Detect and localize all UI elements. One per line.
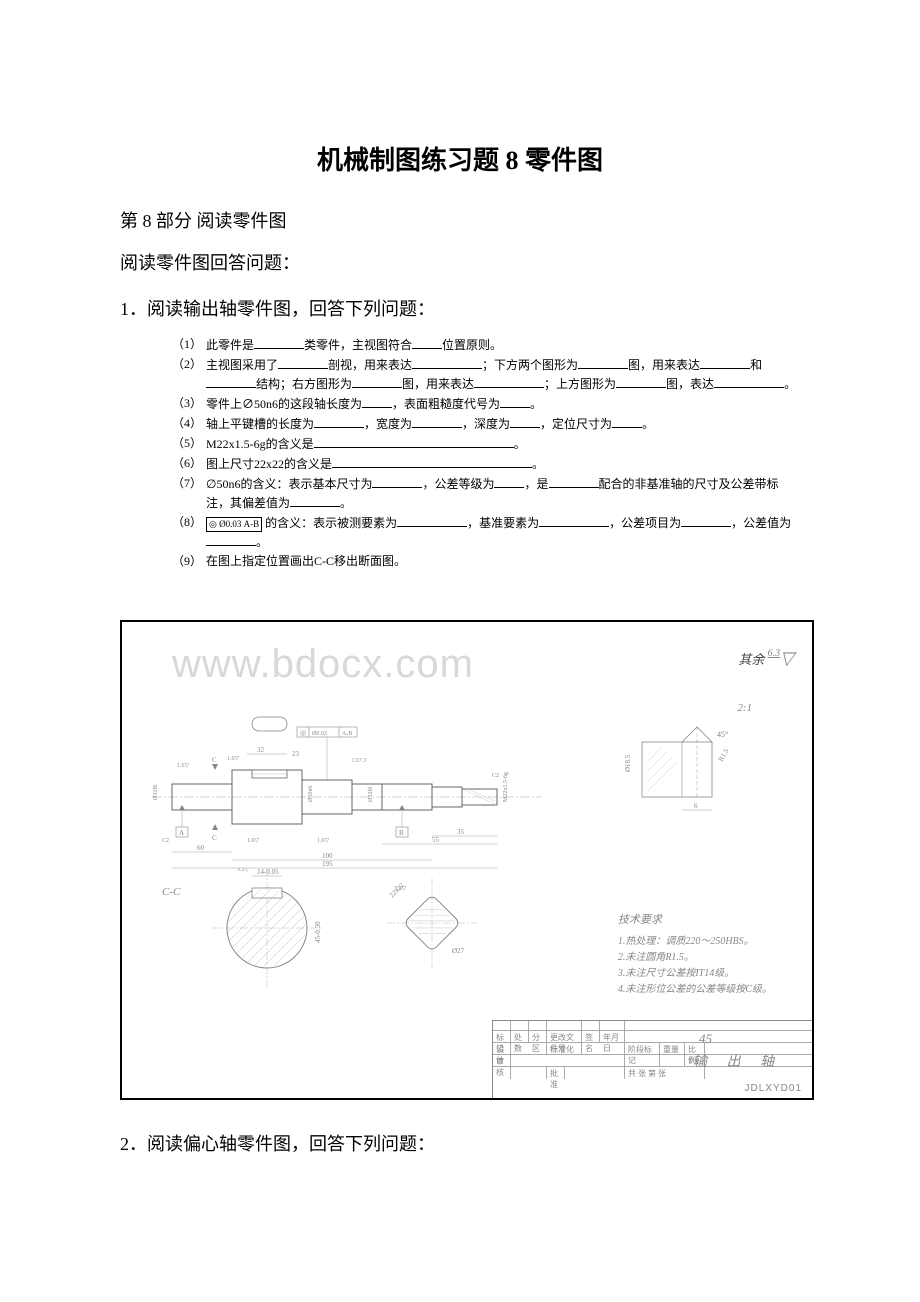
tech-req-item: 1.热处理：调质220～250HBS。 (618, 934, 772, 950)
svg-text:3.2▽: 3.2▽ (237, 868, 250, 873)
q-text: 在图上指定位置画出C-C移出断面图。 (206, 552, 800, 570)
q-text: ∅50n6的含义：表示基本尺寸为，公差等级为，是配合的非基准轴的尺寸及公差带标注… (206, 474, 800, 512)
q-num: （5） (172, 434, 206, 453)
q-text: 此零件是类零件，主视图符合位置原则。 (206, 335, 800, 354)
svg-text:6: 6 (694, 802, 698, 810)
title-block: 标记 处数 分区 更改文件号 签名 年月日 设计 标准化 阶段标记 重量 比例 … (492, 1020, 812, 1098)
part-name: 输 出 轴 (693, 1051, 782, 1071)
svg-text:1.6▽: 1.6▽ (177, 763, 190, 769)
svg-text:◎: ◎ (300, 729, 306, 737)
tech-req-item: 3.未注尺寸公差按IT14级。 (618, 966, 772, 982)
q-text: 图上尺寸22x22的含义是。 (206, 454, 800, 473)
svg-text:Ø18.5: Ø18.5 (624, 754, 632, 772)
question-item: （1） 此零件是类零件，主视图符合位置原则。 (172, 335, 800, 354)
dim-195: 195 (322, 860, 333, 868)
q-text: 主视图采用了剖视，用来表达；下方两个图形为图，用来表达和结构；右方图形为图，用来… (206, 355, 800, 393)
svg-text:A-B: A-B (342, 731, 352, 737)
svg-text:Ø27: Ø27 (452, 947, 465, 955)
engineering-drawing: www.bdocx.com 其余 6.3▽ 2:1 (120, 620, 814, 1100)
drawing-number: JDLXYD01 (745, 1083, 802, 1094)
question-item: （3） 零件上∅50n6的这段轴长度为，表面粗糙度代号为。 (172, 394, 800, 413)
question-1-header: 1．阅读输出轴零件图，回答下列问题： (120, 295, 800, 321)
svg-text:Ø0.03: Ø0.03 (312, 731, 327, 737)
main-shaft-view: ◎ Ø0.03 A-B A B 60 100 (152, 712, 542, 872)
q-text: 零件上∅50n6的这段轴长度为，表面粗糙度代号为。 (206, 394, 800, 413)
svg-text:B: B (399, 829, 404, 837)
question-item: （6） 图上尺寸22x22的含义是。 (172, 454, 800, 473)
section-header: 第 8 部分 阅读零件图 (120, 207, 800, 233)
svg-text:M22x1.5-6g: M22x1.5-6g (503, 772, 509, 802)
svg-text:C2: C2 (162, 838, 169, 844)
tech-req-item: 2.未注圆角R1.5。 (618, 950, 772, 966)
svg-text:1.6▽: 1.6▽ (227, 756, 240, 762)
material: 45 (699, 1031, 712, 1047)
question-item: （8） ◎ Ø0.03 A-B 的含义：表示被测要素为，基准要素为，公差项目为，… (172, 513, 800, 551)
surface-finish-default: 其余 6.3▽ (738, 648, 794, 669)
question-item: （5） M22x1.5-6g的含义是。 (172, 434, 800, 453)
svg-text:R1.5: R1.5 (717, 747, 731, 763)
svg-text:1.6▽: 1.6▽ (247, 838, 260, 844)
q-num: （8） (172, 513, 206, 551)
svg-text:45-0.30: 45-0.30 (314, 921, 322, 943)
dim-100: 100 (322, 852, 333, 860)
question-item: （7） ∅50n6的含义：表示基本尺寸为，公差等级为，是配合的非基准轴的尺寸及公… (172, 474, 800, 512)
watermark: www.bdocx.com (172, 642, 474, 687)
svg-text:C2: C2 (492, 773, 499, 779)
tech-req-item: 4.未注形位公差的公差等级按C级。 (618, 982, 772, 998)
technical-requirements: 技术要求 1.热处理：调质220～250HBS。 2.未注圆角R1.5。 3.未… (618, 912, 772, 998)
section-cc-label: C-C (162, 886, 180, 898)
q-text: ◎ Ø0.03 A-B 的含义：表示被测要素为，基准要素为，公差项目为，公差值为… (206, 513, 800, 551)
svg-text:Ø32f6: Ø32f6 (152, 785, 159, 800)
section-square: 22x22 Ø27 3.2▽ (382, 878, 482, 968)
svg-text:A: A (179, 829, 184, 837)
q-text: M22x1.5-6g的含义是。 (206, 434, 800, 453)
q-num: （9） (172, 552, 206, 570)
dim-35: 35 (457, 828, 465, 836)
q-num: （6） (172, 454, 206, 473)
page-title: 机械制图练习题 8 零件图 (120, 140, 800, 177)
svg-text:Ø50n6: Ø50n6 (308, 786, 314, 802)
detail-view: 45° R1.5 Ø18.5 6 (622, 712, 772, 822)
svg-text:C: C (212, 834, 217, 842)
question-item: （4） 轴上平键槽的长度为，宽度为，深度为，定位尺寸为。 (172, 414, 800, 433)
svg-text:14-0.05: 14-0.05 (257, 868, 279, 876)
question-list: （1） 此零件是类零件，主视图符合位置原则。 （2） 主视图采用了剖视，用来表达… (120, 335, 800, 570)
dim-32: 32 (257, 746, 265, 754)
q-num: （3） (172, 394, 206, 413)
section-cc: 14-0.05 3.2▽ 45-0.30 (202, 868, 332, 988)
dim-55: 55 (432, 836, 440, 844)
question-item: （9） 在图上指定位置画出C-C移出断面图。 (172, 552, 800, 570)
q-num: （4） (172, 414, 206, 433)
svg-text:3.2▽: 3.2▽ (394, 886, 407, 892)
question-item: （2） 主视图采用了剖视，用来表达；下方两个图形为图，用来表达和结构；右方图形为… (172, 355, 800, 393)
tech-req-title: 技术要求 (618, 912, 772, 930)
q-text: 轴上平键槽的长度为，宽度为，深度为，定位尺寸为。 (206, 414, 800, 433)
q-num: （2） (172, 355, 206, 393)
gdt-symbol: ◎ Ø0.03 A-B (206, 517, 262, 533)
instruction: 阅读零件图回答问题： (120, 249, 800, 275)
svg-text:45°: 45° (717, 730, 728, 739)
q-num: （1） (172, 335, 206, 354)
dim-23: 23 (292, 750, 300, 758)
svg-text:1.6▽: 1.6▽ (317, 838, 330, 844)
question-2-header: 2．阅读偏心轴零件图，回答下列问题： (120, 1130, 800, 1156)
q-num: （7） (172, 474, 206, 512)
svg-text:Ø32f6: Ø32f6 (367, 787, 374, 802)
svg-text:C: C (212, 756, 217, 764)
dim-60: 60 (197, 844, 205, 852)
svg-text:□17.3: □17.3 (352, 758, 366, 764)
